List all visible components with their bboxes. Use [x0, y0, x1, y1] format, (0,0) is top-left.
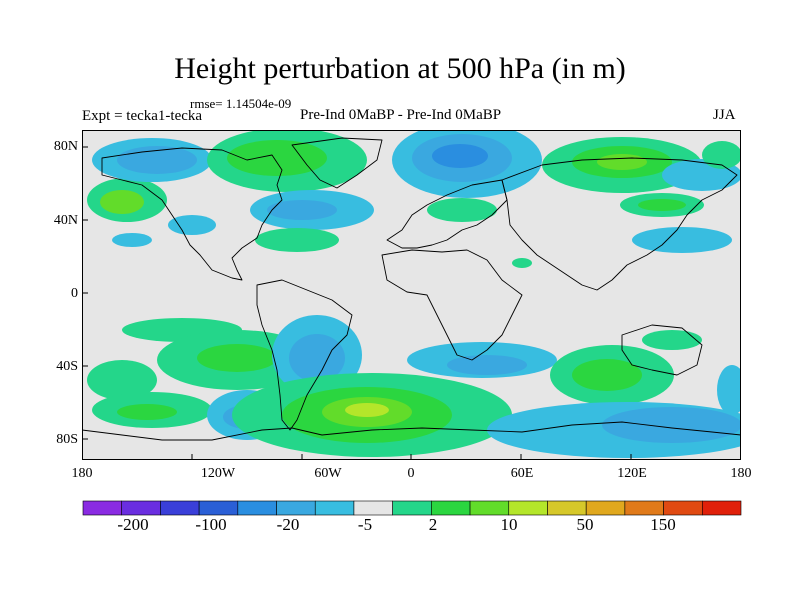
colorbar-box	[121, 500, 161, 516]
lon-label-60e: 60E	[510, 466, 534, 481]
colorbar-box	[237, 500, 277, 516]
lat-label-40n: 40N	[53, 213, 78, 228]
colorbar-box	[701, 500, 742, 516]
map-panel	[82, 130, 741, 460]
colorbar-box	[431, 500, 471, 516]
lon-label-120w: 120W	[200, 466, 236, 481]
colorbar-box	[160, 500, 200, 516]
colorbar	[82, 500, 742, 516]
colorbar-box	[508, 500, 548, 516]
coastlines	[82, 137, 741, 441]
lon-label-60w: 60W	[314, 466, 342, 481]
lon-label-0: 0	[407, 466, 415, 481]
colorbar-box	[469, 500, 510, 516]
colorbar-box	[276, 500, 316, 516]
comparison-label: Pre-Ind 0MaBP - Pre-Ind 0MaBP	[300, 107, 502, 123]
colorbar-label: 150	[650, 515, 676, 534]
colorbar-box	[547, 500, 587, 516]
colorbar-box	[198, 500, 239, 516]
colorbar-box	[353, 500, 393, 516]
colorbar-label: 50	[576, 515, 594, 534]
colorbar-box	[82, 500, 123, 516]
colorbar-box	[392, 500, 432, 516]
lat-label-eq: 0	[71, 286, 78, 301]
lon-label-180e: 180	[730, 466, 752, 481]
experiment-label: Expt = tecka1-tecka	[82, 108, 203, 124]
colorbar-label: -100	[195, 515, 227, 534]
colorbar-box	[624, 500, 664, 516]
lat-label-80n: 80N	[53, 139, 78, 154]
south-america-coast	[256, 279, 353, 431]
antarctica-coast	[82, 421, 741, 441]
colorbar-label: 10	[500, 515, 518, 534]
map-ticks	[82, 146, 632, 460]
africa-coast	[381, 249, 523, 361]
colorbar-box	[663, 500, 703, 516]
north-america-coast	[101, 147, 283, 281]
europe-coast	[386, 179, 508, 249]
lon-label-120e: 120E	[617, 466, 647, 481]
colorbar-box	[585, 500, 626, 516]
greenland-coast	[291, 137, 383, 189]
australia-coast	[621, 324, 703, 376]
chart-title: Height perturbation at 500 hPa (in m)	[174, 52, 626, 85]
lon-label-180w: 180	[71, 466, 93, 481]
rmse-label: rmse= 1.14504e-09	[190, 96, 292, 111]
lat-label-40s: 40S	[56, 359, 78, 374]
colorbar-label: -20	[276, 515, 300, 534]
asia-coast	[501, 157, 738, 291]
anomaly-contours	[87, 130, 741, 458]
lat-label-80s: 80S	[56, 432, 78, 447]
colorbar-box	[314, 500, 355, 516]
season-label: JJA	[713, 107, 736, 123]
colorbar-label: -200	[117, 515, 149, 534]
colorbar-label: -5	[357, 515, 373, 534]
colorbar-label: 2	[428, 515, 438, 534]
